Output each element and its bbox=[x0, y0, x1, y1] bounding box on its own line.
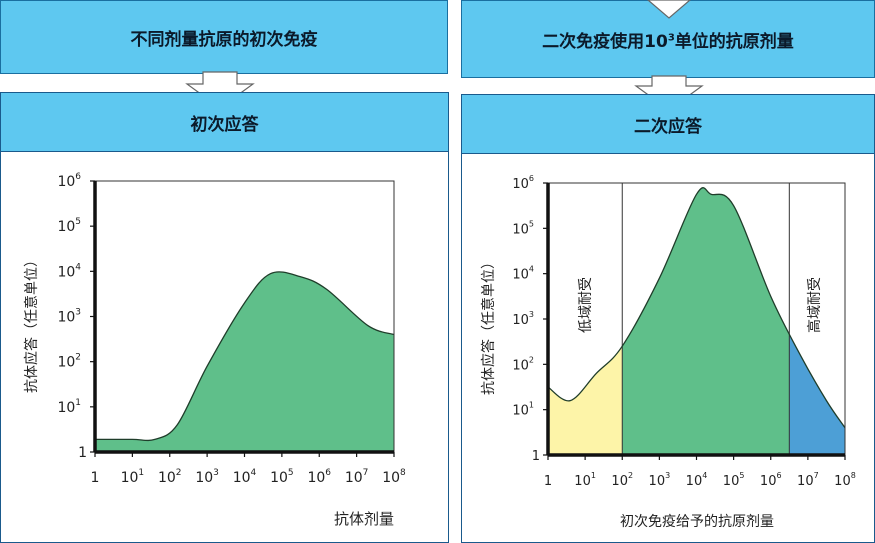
left-y-tick-label: 101 bbox=[57, 398, 81, 416]
left-banner-text: 不同剂量抗原的初次免疫 bbox=[130, 29, 318, 50]
right-panel-header: 二次应答 bbox=[462, 95, 874, 154]
left-x-tick-label: 103 bbox=[195, 468, 219, 486]
left-y-tick-label: 103 bbox=[57, 308, 81, 326]
right-y-tick-label: 101 bbox=[512, 401, 534, 419]
right-y-tick-label: 105 bbox=[512, 219, 534, 237]
right-x-tick-label: 105 bbox=[723, 471, 745, 489]
right-y-tick-label: 106 bbox=[512, 174, 534, 192]
right-y-tick-label: 1 bbox=[532, 449, 540, 464]
right-x-tick-label: 107 bbox=[797, 471, 819, 489]
left-x-tick-label: 1 bbox=[91, 470, 100, 486]
left-y-axis-title: 抗体应答（任意单位） bbox=[23, 253, 40, 393]
left-y-tick-label: 1 bbox=[78, 445, 87, 461]
right-region-label-high: 高域耐受 bbox=[806, 277, 823, 333]
left-y-tick-label: 105 bbox=[57, 217, 81, 235]
left-x-tick-label: 102 bbox=[158, 468, 182, 486]
right-banner-text: 二次免疫使用103单位的抗原剂量 bbox=[542, 31, 794, 52]
left-x-tick-label: 105 bbox=[270, 468, 294, 486]
left-y-tick-label: 102 bbox=[57, 353, 81, 371]
right-top-banner: 二次免疫使用103单位的抗原剂量 bbox=[461, 0, 875, 78]
left-panel-header: 初次应答 bbox=[1, 93, 448, 152]
left-x-tick-label: 101 bbox=[121, 468, 145, 486]
left-chart-panel: 初次应答 bbox=[0, 92, 449, 543]
right-x-tick-label: 103 bbox=[649, 471, 671, 489]
right-x-tick-label: 104 bbox=[686, 471, 708, 489]
left-x-tick-label: 107 bbox=[345, 468, 369, 486]
right-y-tick-label: 104 bbox=[512, 265, 534, 283]
right-x-tick-label: 108 bbox=[834, 471, 856, 489]
left-x-axis-title: 抗体剂量 bbox=[334, 510, 394, 528]
right-y-tick-label: 102 bbox=[512, 355, 534, 373]
right-x-axis-title: 初次免疫给予的抗原剂量 bbox=[620, 513, 774, 530]
right-x-tick-label: 102 bbox=[611, 471, 633, 489]
left-top-banner: 不同剂量抗原的初次免疫 bbox=[0, 0, 448, 74]
right-region-label-low: 低域耐受 bbox=[578, 277, 594, 333]
right-x-tick-label: 101 bbox=[574, 471, 596, 489]
right-y-tick-label: 103 bbox=[512, 310, 534, 328]
left-response-curve bbox=[95, 271, 395, 442]
right-x-tick-label: 106 bbox=[760, 471, 782, 489]
left-panel-header-text: 初次应答 bbox=[190, 114, 259, 135]
right-panel-header-text: 二次应答 bbox=[634, 116, 702, 137]
right-x-tick-label: 1 bbox=[544, 474, 552, 489]
right-response-curve bbox=[547, 187, 846, 429]
right-y-axis-title: 抗体应答（任意单位） bbox=[480, 255, 497, 395]
left-response-area bbox=[95, 271, 394, 452]
